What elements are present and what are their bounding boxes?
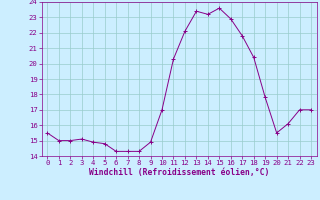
X-axis label: Windchill (Refroidissement éolien,°C): Windchill (Refroidissement éolien,°C) xyxy=(89,168,269,177)
